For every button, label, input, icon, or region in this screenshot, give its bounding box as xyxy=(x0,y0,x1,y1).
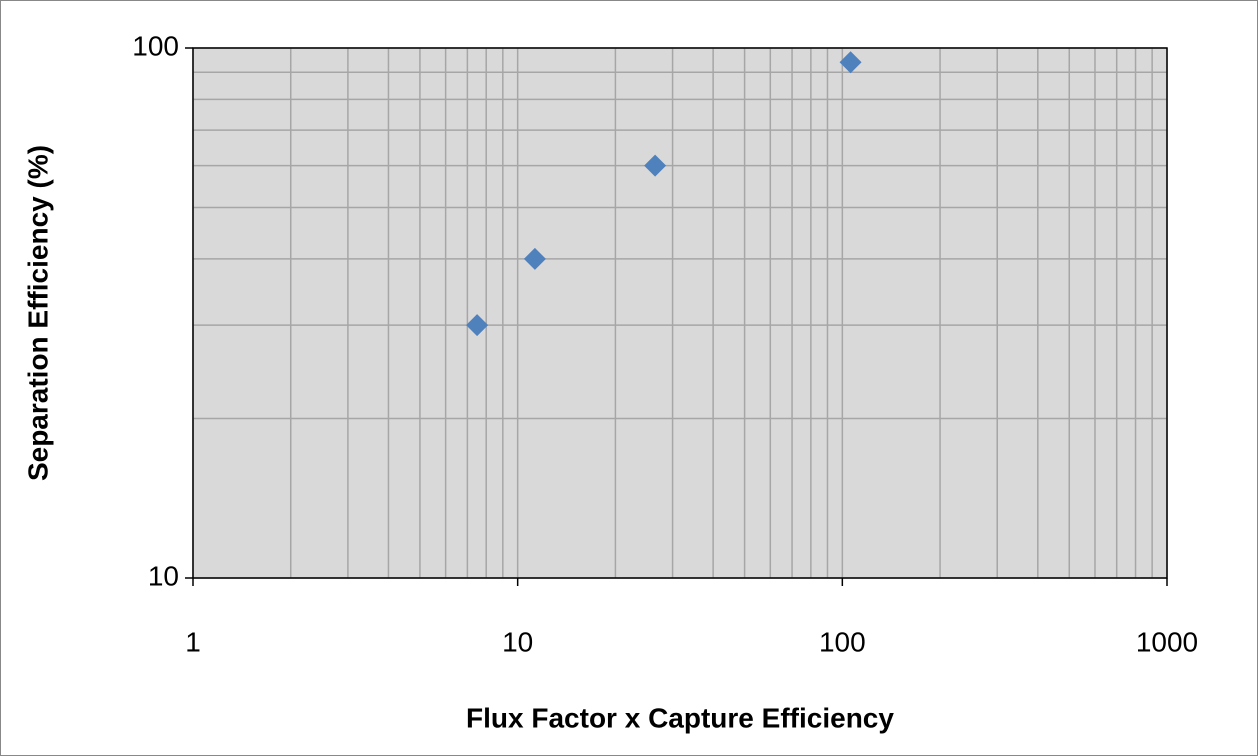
x-tick-label: 100 xyxy=(819,626,866,657)
y-tick-label: 10 xyxy=(148,560,179,591)
x-tick-label: 1 xyxy=(185,626,201,657)
data-point xyxy=(466,314,489,337)
data-point xyxy=(839,51,862,74)
grid xyxy=(192,47,1168,579)
x-tick-label: 1000 xyxy=(1136,626,1198,657)
data-point xyxy=(523,247,546,270)
data-point xyxy=(644,154,667,177)
x-tick-label: 10 xyxy=(502,626,533,657)
y-axis-title: Separation Efficiency (%) xyxy=(22,145,53,481)
y-tick-label: 100 xyxy=(132,30,179,61)
plot-border xyxy=(192,47,1168,579)
plot-area xyxy=(193,48,1167,578)
x-axis-title: Flux Factor x Capture Efficiency xyxy=(466,702,894,733)
